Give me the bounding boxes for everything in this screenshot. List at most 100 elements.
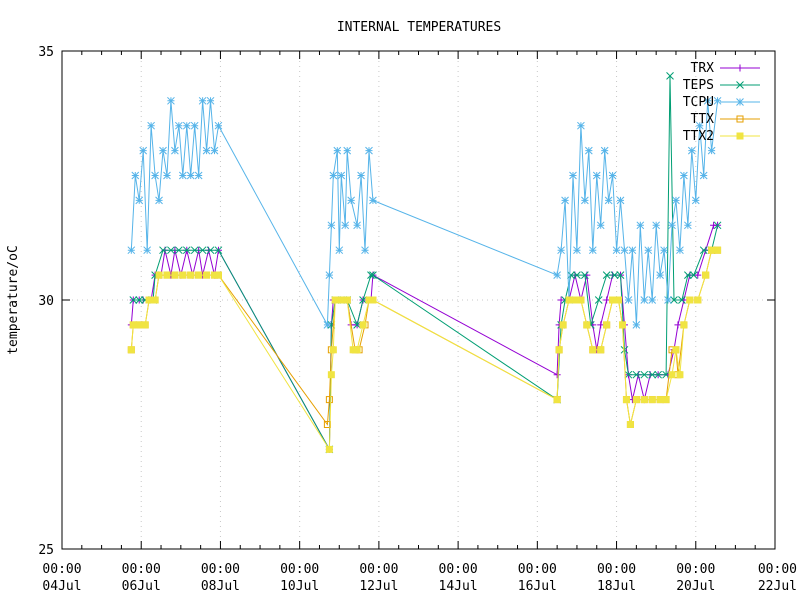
point-trx — [553, 371, 561, 379]
legend-label-trx: TRX — [691, 61, 715, 76]
point-tcpu — [155, 196, 163, 205]
point-ttx2 — [135, 321, 143, 329]
point-tcpu — [182, 121, 191, 130]
x-tick-time-label: 00:00 — [597, 562, 636, 577]
point-tcpu — [159, 146, 167, 155]
point-ttx — [325, 396, 333, 404]
point-ttx2 — [571, 296, 579, 304]
point-ttx2 — [662, 396, 670, 404]
legend-label-ttx2: TTX2 — [683, 129, 714, 144]
point-trx — [597, 321, 605, 329]
point-tcpu — [695, 121, 704, 130]
point-tcpu — [347, 196, 356, 205]
point-ttx2 — [359, 321, 367, 329]
point-teps — [620, 345, 629, 354]
point-teps — [699, 246, 708, 255]
point-tcpu — [333, 146, 342, 155]
point-teps — [666, 72, 674, 80]
point-tcpu — [210, 146, 219, 155]
point-ttx2 — [179, 271, 187, 279]
point-ttx2 — [129, 321, 137, 329]
point-ttx2 — [329, 346, 337, 354]
point-tcpu — [198, 96, 207, 105]
axis-ticks: 25 30 35 00:00 04Jul 00:00 06Jul 00:00 08Jul 00:0… — [38, 45, 797, 594]
x-tick-date-label: 14Jul — [439, 579, 478, 594]
point-tcpu — [361, 246, 369, 255]
legend-label-tcpu: TCPU — [683, 95, 714, 110]
point-tcpu — [327, 221, 336, 230]
point-tcpu — [584, 146, 593, 155]
x-tick-time-label: 00:00 — [439, 562, 478, 577]
point-tcpu — [369, 196, 377, 205]
point-ttx2 — [622, 396, 630, 404]
point-trx — [694, 271, 702, 279]
point-tcpu — [624, 296, 633, 304]
point-ttx2 — [343, 296, 351, 304]
point-ttx2 — [680, 321, 688, 329]
point-tcpu — [672, 196, 680, 205]
y-axis-label: temperature/oC — [6, 245, 21, 355]
series-teps — [129, 72, 722, 454]
point-tcpu — [139, 146, 148, 155]
point-teps — [640, 370, 649, 379]
point-teps — [359, 296, 367, 304]
x-tick-time-label: 00:00 — [201, 562, 240, 577]
point-ttx2 — [145, 296, 153, 304]
chart-title: INTERNAL TEMPERATURES — [337, 20, 501, 35]
legend-label-ttx: TTX — [691, 112, 715, 127]
point-ttx2 — [151, 296, 159, 304]
point-ttx2 — [325, 445, 333, 453]
point-tcpu — [581, 196, 589, 205]
point-tcpu — [644, 246, 653, 255]
point-tcpu — [680, 171, 688, 180]
point-tcpu — [127, 246, 136, 255]
series-line-teps — [133, 75, 719, 452]
series-ttx2 — [127, 246, 722, 453]
point-teps — [214, 246, 223, 255]
x-tick-time-label: 00:00 — [122, 562, 161, 577]
legend-marker-trx — [736, 64, 744, 72]
point-tcpu — [600, 146, 609, 155]
series-layer — [127, 72, 722, 454]
point-teps — [567, 271, 575, 279]
point-tcpu — [357, 171, 365, 180]
point-tcpu — [323, 321, 332, 329]
grid-lines — [62, 51, 775, 549]
point-ttx2 — [603, 321, 611, 329]
x-tick-date-label: 12Jul — [359, 579, 398, 594]
series-tcpu — [127, 96, 722, 329]
point-tcpu — [620, 246, 629, 255]
point-teps — [624, 370, 633, 379]
point-tcpu — [664, 296, 672, 304]
point-teps — [135, 296, 144, 304]
point-teps — [353, 321, 361, 329]
point-ttx2 — [656, 396, 664, 404]
point-ttx2 — [141, 321, 149, 329]
point-tcpu — [353, 221, 361, 230]
point-ttx2 — [686, 296, 694, 304]
point-ttx2 — [365, 296, 373, 304]
x-tick-time-label: 00:00 — [518, 562, 557, 577]
point-ttx2 — [626, 421, 634, 428]
point-tcpu — [365, 146, 373, 155]
point-ttx2 — [708, 246, 716, 254]
point-teps — [632, 370, 641, 379]
point-tcpu — [174, 121, 183, 130]
point-tcpu — [343, 146, 352, 155]
legend-marker-tcpu — [736, 98, 744, 106]
point-tcpu — [640, 296, 649, 304]
point-teps — [190, 246, 199, 255]
x-tick-time-label: 00:00 — [280, 562, 319, 577]
point-ttx2 — [353, 346, 361, 354]
point-teps — [159, 246, 167, 255]
point-teps — [206, 246, 215, 255]
point-tcpu — [190, 121, 199, 130]
point-tcpu — [632, 321, 641, 329]
point-tcpu — [668, 221, 676, 230]
point-teps — [367, 271, 375, 279]
point-ttx2 — [589, 346, 597, 354]
y-tick-label: 35 — [38, 45, 54, 60]
point-tcpu — [151, 171, 159, 180]
point-teps — [670, 296, 678, 304]
